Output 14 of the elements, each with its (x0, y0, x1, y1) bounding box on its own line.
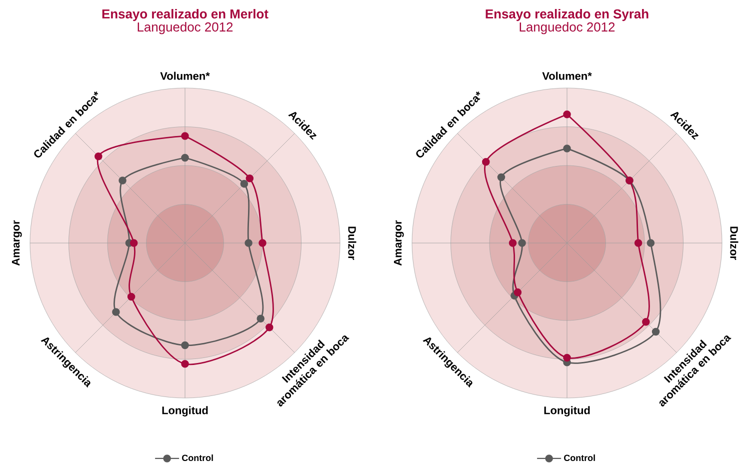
spoke-label: Dulzor (348, 226, 356, 260)
spoke-label: Volumen* (542, 72, 592, 80)
chart-title: Ensayo realizado en Merlot (102, 8, 268, 22)
spoke-label: Amargor (12, 220, 22, 266)
legend-label: Control (182, 454, 213, 462)
spoke-label: Dulzor (730, 226, 738, 260)
spoke-label: Volumen* (160, 72, 210, 80)
spoke-label: Longitud (544, 406, 590, 416)
chart-title: Ensayo realizado en Syrah (486, 8, 648, 22)
chart-subtitle: Languedoc 2012 (138, 22, 233, 34)
legend-label: Control (564, 454, 595, 462)
spoke-label: Longitud (162, 406, 208, 416)
chart-subtitle: Languedoc 2012 (520, 22, 615, 34)
spoke-label: Amargor (394, 220, 404, 266)
